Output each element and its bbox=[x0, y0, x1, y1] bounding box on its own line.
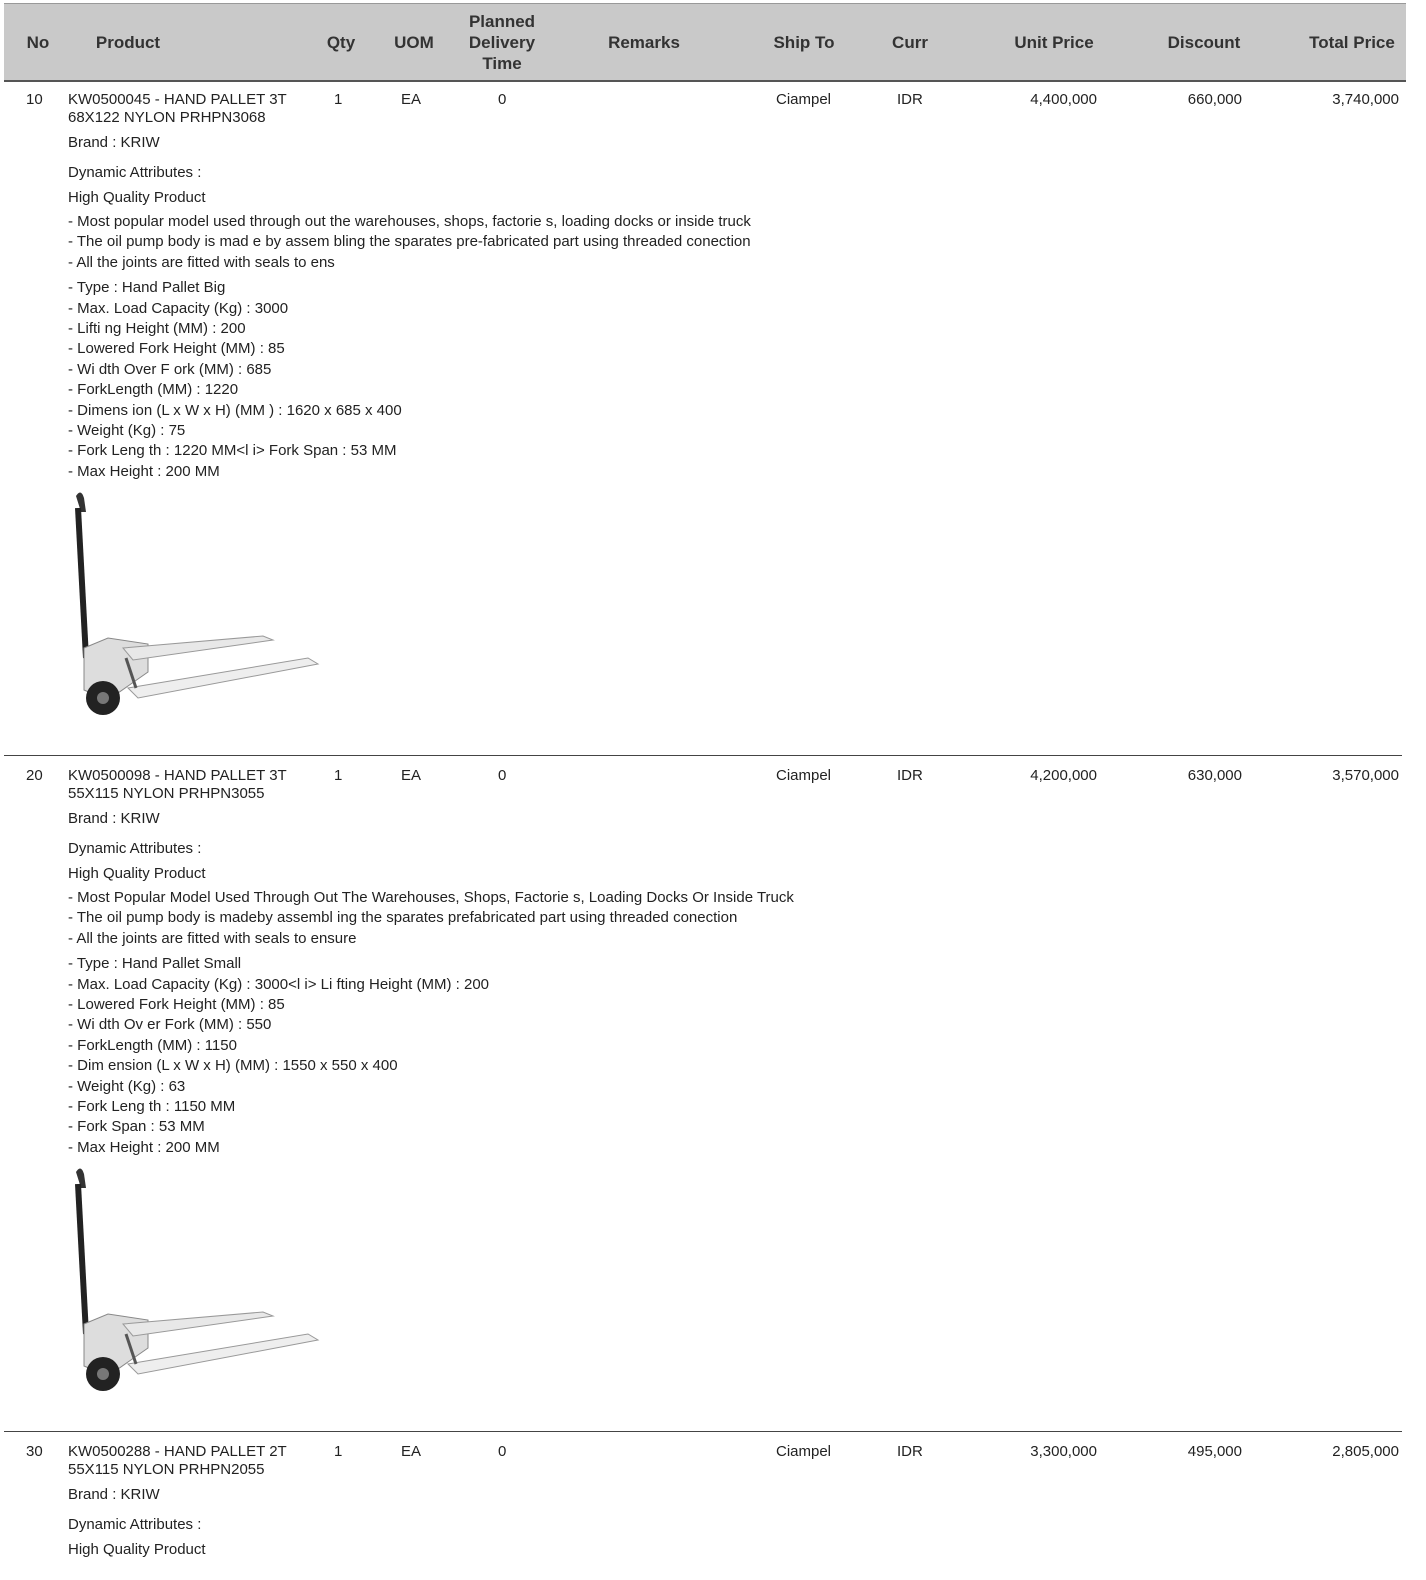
spec-line: - Fork Span : 53 MM bbox=[68, 1118, 205, 1136]
discount: 660,000 bbox=[1187, 91, 1242, 108]
header-cell: Total Price bbox=[1309, 32, 1395, 52]
spec-line: - Dimens ion (L x W x H) (MM ) : 1620 x … bbox=[68, 401, 402, 419]
spec-line: - Max. Load Capacity (Kg) : 3000 bbox=[68, 299, 289, 317]
curr: IDR bbox=[897, 1443, 923, 1460]
quality: High Quality Product bbox=[68, 865, 206, 882]
spec-line: - ForkLength (MM) : 1220 bbox=[68, 381, 239, 399]
header-cell: No bbox=[26, 32, 50, 52]
spec-line: - Dim ension (L x W x H) (MM) : 1550 x 5… bbox=[68, 1057, 398, 1075]
ship-to: Ciampel bbox=[776, 767, 832, 784]
description-line: - All the joints are fitted with seals t… bbox=[68, 253, 335, 271]
spec-line: - Max Height : 200 MM bbox=[68, 462, 220, 480]
no: 20 bbox=[26, 767, 43, 784]
header-cell: UOM bbox=[394, 32, 434, 52]
specs: - Type : Hand Pallet Small - Max. Load Ca… bbox=[68, 954, 828, 1158]
quality: High Quality Product bbox=[68, 189, 206, 206]
attributes-label: Dynamic Attributes : bbox=[68, 164, 202, 181]
unit-price: 4,400,000 bbox=[1030, 91, 1097, 108]
spec-line: - ForkLength (MM) : 1150 bbox=[68, 1036, 237, 1054]
total-price: 3,570,000 bbox=[1332, 767, 1399, 784]
spec-line: - Lifti ng Height (MM) : 200 bbox=[68, 320, 246, 338]
spec-line: - Wi dth Over F ork (MM) : 685 bbox=[68, 360, 272, 378]
product-image bbox=[75, 1168, 320, 1392]
ship-to: Ciampel bbox=[776, 91, 832, 108]
unit-price: 3,300,000 bbox=[1030, 1443, 1097, 1460]
product-name: KW0500098 - HAND PALLET 3T 55X115 NYLON … bbox=[68, 767, 287, 802]
spec-line: - Max Height : 200 MM bbox=[68, 1138, 220, 1156]
qty: 1 bbox=[334, 1443, 343, 1460]
description-line: - Most popular model used through out th… bbox=[68, 213, 751, 230]
header-cell: Unit Price bbox=[1014, 32, 1094, 52]
specs: - Type : Hand Pallet Big - Max. Load Capa… bbox=[68, 278, 828, 482]
header-cell: Planned Delivery Time bbox=[468, 11, 536, 73]
product-name: KW0500045 - HAND PALLET 3T 68X122 NYLON … bbox=[68, 91, 287, 126]
row-separator bbox=[4, 1431, 1402, 1432]
spec-line: - Wi dth Ov er Fork (MM) : 550 bbox=[68, 1016, 272, 1034]
description: - Most popular model used through out th… bbox=[68, 212, 828, 273]
uom: EA bbox=[401, 91, 422, 108]
spec-line: - Weight (Kg) : 63 bbox=[68, 1077, 186, 1095]
description-line: - Most Popular Model Used Through Out Th… bbox=[68, 889, 794, 906]
spec-line: - Type : Hand Pallet Big bbox=[68, 279, 226, 297]
row-separator bbox=[4, 755, 1402, 756]
unit-price: 4,200,000 bbox=[1030, 767, 1097, 784]
header-cell: Remarks bbox=[608, 32, 680, 52]
product-name: KW0500288 - HAND PALLET 2T 55X115 NYLON … bbox=[68, 1443, 287, 1478]
product-image bbox=[75, 492, 320, 716]
ship-to: Ciampel bbox=[776, 1443, 832, 1460]
description: - Most Popular Model Used Through Out Th… bbox=[68, 888, 828, 949]
brand: Brand : KRIW bbox=[68, 810, 160, 827]
attributes-label: Dynamic Attributes : bbox=[68, 1516, 202, 1533]
curr: IDR bbox=[897, 91, 923, 108]
total-price: 2,805,000 bbox=[1332, 1443, 1399, 1460]
spec-line: - Lowered Fork Height (MM) : 85 bbox=[68, 340, 285, 358]
spec-line: - Fork Leng th : 1220 MM<l i> Fork Span … bbox=[68, 442, 397, 460]
no: 30 bbox=[26, 1443, 43, 1460]
product-cell: KW0500288 - HAND PALLET 2T 55X115 NYLON … bbox=[68, 1443, 828, 1559]
header-cell: Ship To bbox=[773, 32, 835, 52]
spec-line: - Max. Load Capacity (Kg) : 3000<l i> Li… bbox=[68, 975, 490, 993]
product-cell: KW0500098 - HAND PALLET 3T 55X115 NYLON … bbox=[68, 767, 828, 1409]
header-cell: Discount bbox=[1167, 32, 1241, 52]
spec-line: - Lowered Fork Height (MM) : 85 bbox=[68, 996, 285, 1014]
quality: High Quality Product bbox=[68, 1541, 206, 1558]
product-cell: KW0500045 - HAND PALLET 3T 68X122 NYLON … bbox=[68, 91, 828, 733]
spec-line: - Type : Hand Pallet Small bbox=[68, 955, 242, 973]
header-cell: Qty bbox=[326, 32, 356, 52]
discount: 630,000 bbox=[1187, 767, 1242, 784]
attributes-label: Dynamic Attributes : bbox=[68, 840, 202, 857]
table-header: No Product Qty UOM Planned Delivery Time Rema… bbox=[4, 3, 1406, 82]
uom: EA bbox=[401, 767, 422, 784]
qty: 1 bbox=[334, 767, 343, 784]
description-line: - All the joints are fitted with seals t… bbox=[68, 929, 357, 947]
total-price: 3,740,000 bbox=[1332, 91, 1399, 108]
brand: Brand : KRIW bbox=[68, 1486, 160, 1503]
brand: Brand : KRIW bbox=[68, 134, 160, 151]
curr: IDR bbox=[897, 767, 923, 784]
delivery: 0 bbox=[498, 1443, 507, 1460]
spec-line: - Weight (Kg) : 75 bbox=[68, 422, 186, 440]
no: 10 bbox=[26, 91, 43, 108]
delivery: 0 bbox=[498, 91, 507, 108]
delivery: 0 bbox=[498, 767, 507, 784]
spec-line: - Fork Leng th : 1150 MM bbox=[68, 1098, 236, 1116]
description-line: - The oil pump body is mad e by assem bl… bbox=[68, 233, 751, 251]
header-cell: Product bbox=[95, 32, 161, 52]
uom: EA bbox=[401, 1443, 422, 1460]
discount: 495,000 bbox=[1187, 1443, 1242, 1460]
description-line: - The oil pump body is madeby assembl in… bbox=[68, 909, 738, 927]
header-cell: Curr bbox=[892, 32, 928, 52]
qty: 1 bbox=[334, 91, 343, 108]
